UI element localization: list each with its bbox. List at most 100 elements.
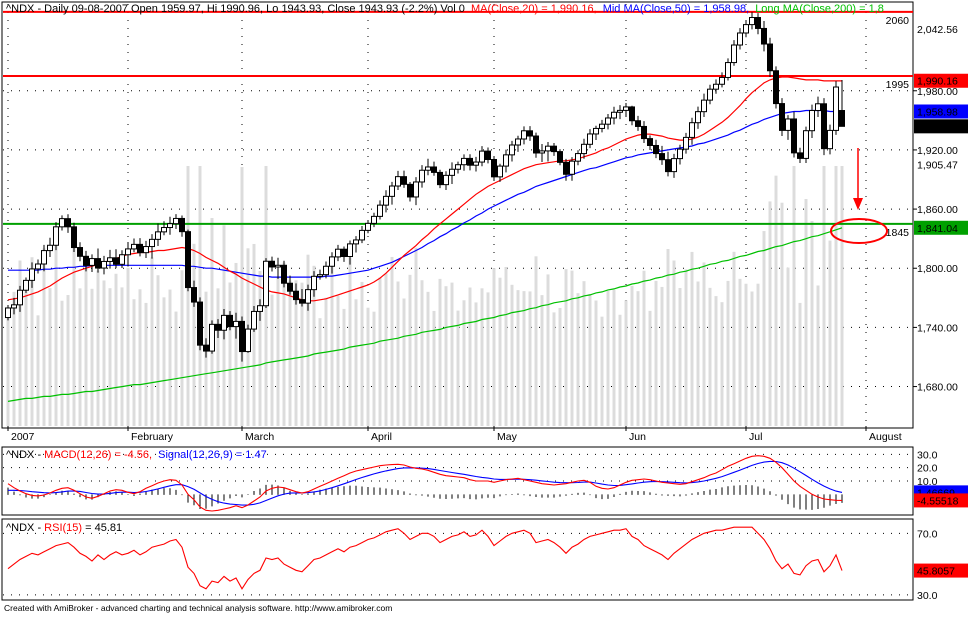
- candle-body: [71, 226, 77, 249]
- volume-bar: [270, 294, 274, 426]
- volume-bar: [294, 280, 298, 426]
- candle: [167, 216, 173, 235]
- candle-body: [515, 138, 521, 146]
- candle-body: [689, 122, 695, 138]
- candle-body: [749, 17, 755, 26]
- price-candles: [5, 12, 845, 362]
- candle-body: [347, 243, 353, 258]
- candle: [137, 238, 143, 257]
- candle-body: [95, 258, 101, 269]
- candle: [227, 311, 233, 331]
- candle-body: [461, 157, 467, 166]
- volume-bar: [546, 274, 550, 426]
- volume-bar: [432, 310, 436, 426]
- candle-body: [587, 133, 593, 145]
- volume-bar: [288, 280, 292, 426]
- volume-bar: [798, 302, 802, 426]
- volume-bar: [300, 282, 304, 426]
- candle: [599, 119, 605, 133]
- candle-body: [5, 307, 11, 319]
- candle: [29, 262, 35, 288]
- candle-body: [251, 310, 257, 330]
- rsi-prefix: ^NDX -: [6, 522, 44, 534]
- candle: [635, 115, 641, 131]
- volume-bar: [378, 277, 382, 426]
- volume-bar: [96, 270, 100, 426]
- candle: [437, 169, 443, 189]
- candle-body: [623, 106, 629, 111]
- volume-bar: [420, 280, 424, 426]
- candle: [515, 135, 521, 152]
- volume-bar: [510, 284, 514, 426]
- candle: [695, 106, 701, 129]
- x-tick-label: August: [869, 431, 902, 443]
- candle-body: [83, 255, 89, 266]
- candle-body: [167, 223, 173, 229]
- candle-body: [131, 243, 137, 250]
- candle-body: [629, 106, 635, 122]
- volume-bar: [462, 300, 466, 426]
- macd-panel: 30.020.010.01.46669-4.55518 ^NDX - MACD(…: [1, 446, 968, 516]
- candle: [737, 28, 743, 50]
- candle: [617, 105, 623, 120]
- macd-header: ^NDX - MACD(12,26) = -4.56, Signal(12,26…: [6, 449, 267, 461]
- volume-bar: [48, 288, 52, 426]
- volume-bar: [702, 262, 706, 426]
- candle: [587, 129, 593, 149]
- candle-body: [305, 289, 311, 304]
- volume-bar: [600, 316, 604, 426]
- volume-bar: [540, 295, 544, 426]
- volume-bar: [732, 251, 736, 426]
- volume-bar: [90, 288, 94, 426]
- candle-body: [677, 148, 683, 160]
- candle-body: [323, 265, 329, 276]
- down-arrow-head: [853, 198, 863, 210]
- candle-body: [89, 258, 95, 266]
- level-label-1995: 1995: [886, 79, 910, 91]
- candle: [17, 285, 23, 312]
- candle: [299, 289, 305, 307]
- candle-body: [821, 103, 827, 150]
- candle: [41, 244, 47, 272]
- candle: [743, 20, 749, 38]
- candle-body: [551, 145, 557, 153]
- candle-body: [185, 231, 191, 289]
- candle: [653, 139, 659, 159]
- candle: [491, 156, 497, 180]
- candle: [779, 98, 785, 137]
- candle: [185, 229, 191, 292]
- candle-body: [773, 70, 779, 105]
- candle-body: [443, 174, 449, 186]
- candle-body: [65, 218, 71, 228]
- candle: [809, 104, 815, 138]
- rsi-value-tag-label: 45.8057: [917, 566, 955, 578]
- candle-body: [743, 24, 749, 34]
- candle: [677, 144, 683, 165]
- candle: [665, 151, 671, 177]
- candle-body: [533, 135, 539, 154]
- candle: [479, 146, 485, 167]
- candle-body: [473, 161, 479, 166]
- value-tag-label: 1,943.93: [917, 121, 958, 133]
- candle: [827, 124, 833, 155]
- candle-body: [101, 260, 107, 269]
- candle-body: [263, 260, 269, 307]
- value-tag-label: 1,990.16: [917, 76, 958, 88]
- candle: [143, 240, 149, 258]
- candle: [689, 117, 695, 145]
- candle: [383, 190, 389, 213]
- candle: [365, 220, 371, 234]
- value-tag-box: [914, 220, 968, 235]
- candle-body: [581, 143, 587, 155]
- volume-bar: [696, 281, 700, 426]
- macd-lines: [7, 455, 843, 512]
- candle-body: [47, 244, 53, 252]
- rsi-tick-label: 70.0: [917, 528, 938, 540]
- candle: [641, 121, 647, 144]
- candle: [113, 249, 119, 269]
- candle: [311, 271, 317, 297]
- candle: [65, 214, 71, 233]
- candle: [179, 215, 185, 237]
- candle: [317, 269, 323, 280]
